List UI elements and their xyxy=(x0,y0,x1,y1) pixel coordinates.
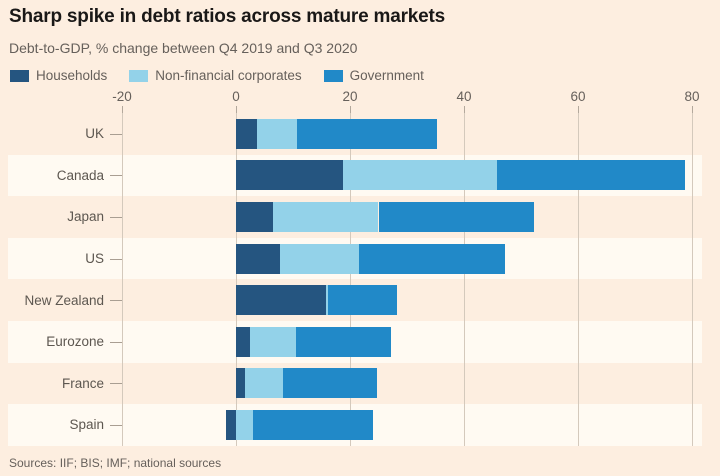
legend-label-non-financial-corporates: Non-financial corporates xyxy=(155,68,302,83)
bar-segment-households-uk xyxy=(236,118,258,149)
bar-segment-non-financial-corporates-japan xyxy=(273,202,379,232)
bar-segment-government-us xyxy=(359,243,506,274)
x-axis-label-60: 60 xyxy=(570,89,586,104)
x-axis-label--20: -20 xyxy=(112,89,132,104)
category-tick-eurozone xyxy=(110,341,122,343)
bar-segment-non-financial-corporates-canada xyxy=(343,160,498,191)
legend: Households Non-financial corporates Gove… xyxy=(10,68,424,83)
x-axis-tick--20 xyxy=(122,106,123,113)
category-label-new-zealand: New Zealand xyxy=(24,292,104,308)
bar-segment-households-new-zealand xyxy=(236,285,327,316)
bar-segment-households-japan xyxy=(236,202,274,232)
legend-item-government: Government xyxy=(323,68,424,83)
grid-line-40 xyxy=(464,113,465,446)
category-label-japan: Japan xyxy=(67,209,104,225)
bar-segment-non-financial-corporates-spain xyxy=(236,410,254,440)
legend-item-households: Households xyxy=(10,68,107,83)
x-axis-tick-60 xyxy=(578,106,579,113)
bar-segment-non-financial-corporates-france xyxy=(245,368,284,399)
grid-line-20 xyxy=(350,113,351,446)
legend-label-government: Government xyxy=(349,68,424,83)
bar-segment-households-spain xyxy=(225,410,236,440)
grid-line-0 xyxy=(236,113,237,446)
category-label-spain: Spain xyxy=(69,417,104,433)
bar-segment-non-financial-corporates-uk xyxy=(257,118,297,149)
category-label-us: US xyxy=(85,251,104,267)
category-label-france: France xyxy=(61,375,104,391)
bar-segment-households-eurozone xyxy=(236,326,251,357)
bar-segment-households-france xyxy=(236,368,246,399)
bar-segment-government-japan xyxy=(378,202,535,232)
bar-segment-government-spain xyxy=(253,410,373,440)
bar-segment-households-us xyxy=(236,243,280,274)
bar-segment-government-new-zealand xyxy=(328,285,397,316)
category-label-eurozone: Eurozone xyxy=(46,334,104,350)
x-axis-label-20: 20 xyxy=(342,89,358,104)
x-axis-label-0: 0 xyxy=(232,89,240,104)
x-axis-label-40: 40 xyxy=(456,89,472,104)
bar-segment-government-canada xyxy=(497,160,686,191)
category-tick-uk xyxy=(110,133,122,135)
x-axis-tick-80 xyxy=(692,106,693,113)
chart-title: Sharp spike in debt ratios across mature… xyxy=(9,6,446,27)
category-tick-us xyxy=(110,258,122,260)
category-tick-france xyxy=(110,383,122,385)
category-tick-new-zealand xyxy=(110,300,122,302)
category-tick-canada xyxy=(110,175,122,177)
government-swatch-icon xyxy=(323,69,343,82)
legend-label-households: Households xyxy=(36,68,108,83)
bar-segment-households-canada xyxy=(236,160,344,191)
bar-segment-non-financial-corporates-new-zealand xyxy=(326,285,329,316)
source-note: Sources: IIF; BIS; IMF; national sources xyxy=(9,456,222,470)
legend-item-non-financial-corporates: Non-financial corporates xyxy=(129,68,302,83)
households-swatch-icon xyxy=(10,69,29,82)
x-axis-tick-40 xyxy=(464,106,465,113)
x-axis-tick-0 xyxy=(236,106,237,113)
bar-segment-government-france xyxy=(283,368,378,399)
chart-subtitle: Debt-to-GDP, % change between Q4 2019 an… xyxy=(9,40,358,56)
bar-segment-government-uk xyxy=(296,118,437,149)
category-label-uk: UK xyxy=(85,126,104,142)
grid-line-60 xyxy=(578,113,579,446)
category-label-canada: Canada xyxy=(56,167,104,183)
bar-segment-non-financial-corporates-eurozone xyxy=(250,326,296,357)
bar-segment-government-eurozone xyxy=(295,326,392,357)
x-axis-label-80: 80 xyxy=(684,89,700,104)
grid-line--20 xyxy=(122,113,123,446)
category-tick-japan xyxy=(110,217,122,218)
category-tick-spain xyxy=(110,425,122,426)
x-axis-tick-20 xyxy=(350,106,351,113)
bar-segment-non-financial-corporates-us xyxy=(279,243,360,274)
non-financial-corporates-swatch-icon xyxy=(129,69,149,82)
grid-line-80 xyxy=(692,113,693,446)
